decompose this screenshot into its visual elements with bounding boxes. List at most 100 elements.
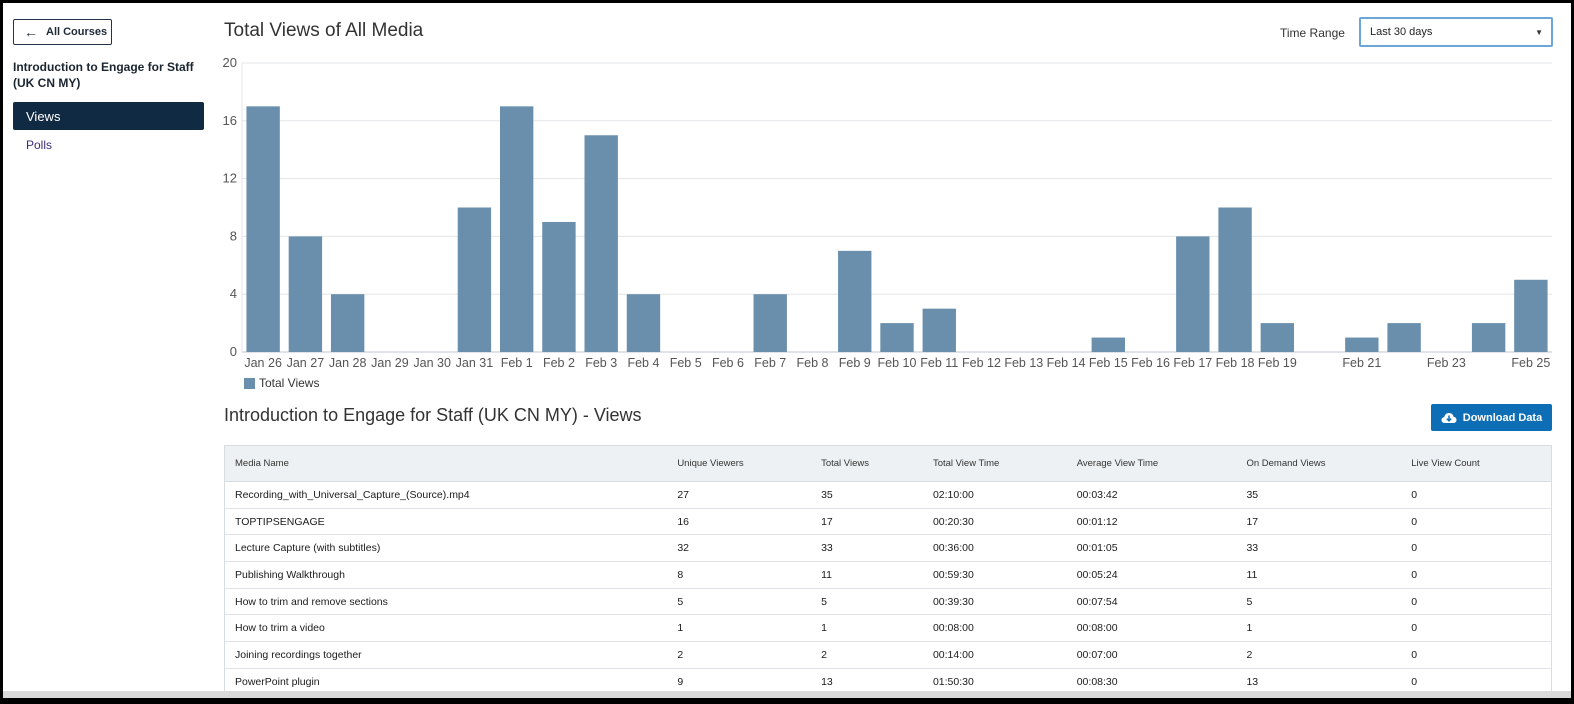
table-cell: 00:03:42 <box>1076 488 1118 501</box>
bar-feb-4[interactable] <box>626 294 661 352</box>
table-row[interactable]: How to trim a video 1 1 00:08:00 00:08:00 1 0 <box>225 615 1551 643</box>
bar-feb-7[interactable] <box>753 294 787 352</box>
column-header[interactable]: On Demand Views <box>1246 458 1326 469</box>
table-body: Recording_with_Universal_Capture_(Source… <box>225 482 1551 696</box>
time-range-value: Last 30 days <box>1370 26 1433 38</box>
table-cell: 1 <box>1246 622 1253 635</box>
table-cell: 00:07:00 <box>1076 648 1118 661</box>
views-table: Media Name Unique Viewers Total Views To… <box>224 445 1552 696</box>
table-row[interactable]: Joining recordings together 2 2 00:14:00 00:… <box>225 642 1551 669</box>
chart-legend: Total Views <box>244 376 319 390</box>
bar-jan-27[interactable] <box>288 236 323 352</box>
column-header[interactable]: Total View Time <box>932 458 1000 469</box>
bar-feb-22[interactable] <box>1387 323 1421 352</box>
table-cell: 00:59:30 <box>932 568 974 581</box>
column-header[interactable]: Average View Time <box>1076 458 1159 469</box>
table-cell: 2 <box>821 648 827 661</box>
table-row[interactable]: Lecture Capture (with subtitles) 32 33 00:3… <box>225 535 1551 563</box>
x-tick-label: Feb 19 <box>1258 356 1297 370</box>
x-tick-label: Feb 12 <box>962 356 1001 370</box>
bar-feb-10[interactable] <box>880 323 914 352</box>
x-tick-label: Feb 16 <box>1131 356 1170 370</box>
table-row[interactable]: Recording_with_Universal_Capture_(Source… <box>225 482 1551 509</box>
x-tick-label: Feb 14 <box>1047 356 1086 370</box>
table-cell: 0 <box>1411 515 1418 528</box>
media-name-cell: PowerPoint plugin <box>235 675 320 688</box>
table-cell: 00:08:30 <box>1076 675 1118 688</box>
nav-item-views[interactable]: Views <box>13 102 204 130</box>
media-name-cell: Lecture Capture (with subtitles) <box>235 542 381 555</box>
x-tick-label: Jan 29 <box>371 356 409 370</box>
table-cell: 16 <box>677 515 689 528</box>
table-row[interactable]: How to trim and remove sections 5 5 00:39:3… <box>225 589 1551 616</box>
table-cell: 35 <box>821 488 833 501</box>
table-cell: 13 <box>821 675 833 688</box>
bar-feb-17[interactable] <box>1176 236 1210 352</box>
table-cell: 11 <box>1246 568 1258 581</box>
table-title: Introduction to Engage for Staff (UK CN … <box>224 405 642 425</box>
x-tick-label: Feb 10 <box>878 356 917 370</box>
table-cell: 00:39:30 <box>932 595 974 608</box>
x-tick-label: Feb 1 <box>501 356 533 370</box>
bar-feb-3[interactable] <box>584 135 618 352</box>
time-range-label: Time Range <box>1280 26 1345 40</box>
all-courses-button[interactable]: ← All Courses <box>13 19 112 45</box>
x-tick-label: Feb 15 <box>1089 356 1128 370</box>
course-title: Introduction to Engage for Staff (UK CN … <box>13 60 194 90</box>
bar-feb-11[interactable] <box>922 308 956 352</box>
bar-feb-25[interactable] <box>1514 279 1548 352</box>
bar-jan-26[interactable] <box>246 106 280 352</box>
x-tick-label: Feb 3 <box>585 356 617 370</box>
bar-feb-9[interactable] <box>838 250 872 352</box>
media-name-cell: Recording_with_Universal_Capture_(Source… <box>235 488 470 501</box>
table-cell: 13 <box>1246 675 1259 688</box>
table-cell: 5 <box>677 595 684 608</box>
arrow-left-icon: ← <box>24 24 38 40</box>
table-cell: 35 <box>1246 488 1259 501</box>
bar-feb-21[interactable] <box>1345 337 1379 352</box>
time-range-select[interactable]: Last 30 days ▼ <box>1359 17 1553 47</box>
table-cell: 8 <box>677 568 684 581</box>
download-data-button[interactable]: Download Data <box>1431 404 1552 431</box>
x-tick-label: Jan 28 <box>329 356 367 370</box>
x-tick-label: Feb 8 <box>796 356 828 370</box>
table-cell: 11 <box>821 568 832 581</box>
media-name-cell: Joining recordings together <box>235 648 362 661</box>
table-cell: 5 <box>821 595 827 608</box>
table-cell: 0 <box>1411 622 1418 635</box>
download-data-label: Download Data <box>1462 411 1543 424</box>
all-courses-label: All Courses <box>46 26 108 38</box>
bar-feb-19[interactable] <box>1260 323 1295 352</box>
table-cell: 2 <box>677 648 684 661</box>
table-row[interactable]: TOPTIPSENGAGE 16 17 00:20:30 00:01:12 17 0 <box>225 509 1551 536</box>
bar-jan-28[interactable] <box>330 294 365 352</box>
bar-feb-18[interactable] <box>1218 207 1252 353</box>
column-header[interactable]: Unique Viewers <box>677 458 744 469</box>
table-cell: 33 <box>821 542 833 555</box>
bar-feb-15[interactable] <box>1091 337 1125 352</box>
table-cell: 17 <box>1246 515 1259 528</box>
views-bar-chart: 0 4 8 12 16 20 Jan 26 Jan 27 Jan 28 Jan 29 Jan 30 J… <box>223 55 1552 370</box>
media-name-cell: TOPTIPSENGAGE <box>235 515 325 528</box>
column-header[interactable]: Total Views <box>821 458 869 469</box>
bar-feb-24[interactable] <box>1471 323 1506 352</box>
media-name-cell: How to trim and remove sections <box>235 595 388 608</box>
x-tick-label: Feb 25 <box>1511 356 1550 370</box>
bar-jan-31[interactable] <box>457 207 492 353</box>
bar-feb-1[interactable] <box>499 106 534 352</box>
table-cell: 2 <box>1246 648 1253 661</box>
nav-item-polls[interactable]: Polls <box>13 131 204 159</box>
column-header[interactable]: Live View Count <box>1411 458 1480 469</box>
x-tick-label: Feb 9 <box>839 356 871 370</box>
horizontal-scrollbar[interactable] <box>3 691 1571 698</box>
table-cell: 1 <box>677 622 684 635</box>
cloud-download-icon <box>1441 412 1457 423</box>
table-row[interactable]: Publishing Walkthrough 8 11 00:59:30 00:05:2… <box>225 562 1551 589</box>
table-cell: 0 <box>1411 595 1418 608</box>
table-cell: 01:50:30 <box>932 675 974 688</box>
x-tick-label: Feb 2 <box>543 356 575 370</box>
column-header[interactable]: Media Name <box>235 458 289 469</box>
bar-feb-2[interactable] <box>542 221 576 352</box>
table-cell: 5 <box>1246 595 1253 608</box>
y-tick-label: 16 <box>223 113 237 128</box>
